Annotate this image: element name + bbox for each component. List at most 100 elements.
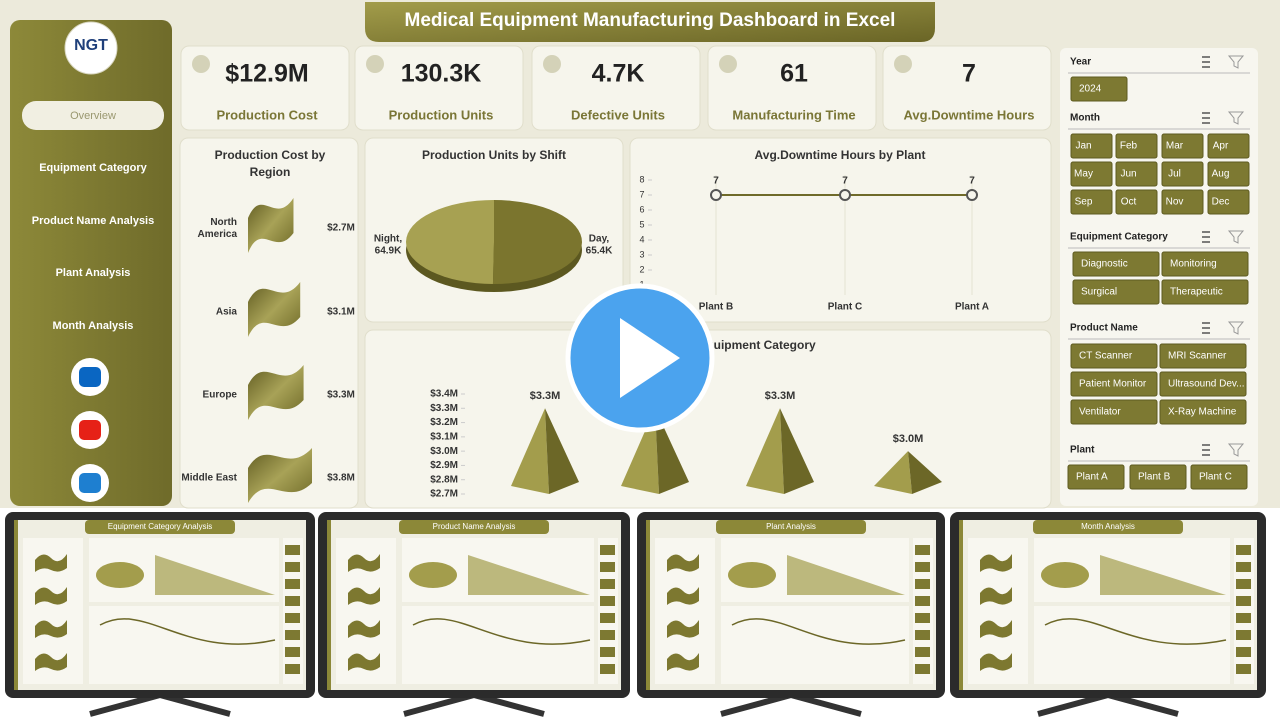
slicer-item: May bbox=[1074, 169, 1093, 180]
slicer-button[interactable] bbox=[1070, 133, 1113, 159]
kpi-icon bbox=[192, 55, 210, 73]
thumb-panel bbox=[402, 606, 594, 684]
thumb-panel bbox=[721, 606, 909, 684]
slicer-button[interactable] bbox=[1159, 371, 1247, 397]
panel bbox=[629, 137, 1052, 323]
filter-icon[interactable] bbox=[1202, 231, 1210, 243]
slicer-button[interactable] bbox=[1161, 189, 1204, 215]
slicer-item: Monitoring bbox=[1170, 259, 1217, 270]
y-tick-label: $2.8M bbox=[430, 474, 458, 485]
slicer-button[interactable] bbox=[1070, 189, 1113, 215]
dashboard-title: Medical Equipment Manufacturing Dashboar… bbox=[405, 10, 896, 31]
slicer-button[interactable] bbox=[1070, 76, 1128, 102]
slicer-button[interactable] bbox=[1161, 279, 1249, 305]
filter-icon[interactable] bbox=[1202, 112, 1210, 124]
slicer-item: Dec bbox=[1212, 197, 1230, 208]
slicer-button[interactable] bbox=[1072, 251, 1160, 277]
slicer-button[interactable] bbox=[1161, 133, 1204, 159]
pie-label: Day, bbox=[589, 234, 610, 245]
thumb-slicer-button bbox=[1236, 613, 1251, 623]
slicer-button[interactable] bbox=[1161, 251, 1249, 277]
thumb-slicer-button bbox=[600, 647, 615, 657]
nav-active[interactable] bbox=[22, 101, 164, 130]
value-label: $3.3M bbox=[327, 390, 355, 401]
slicer-button[interactable] bbox=[1159, 343, 1247, 369]
slicer-button[interactable] bbox=[1070, 161, 1113, 187]
thumb-slicer-button bbox=[600, 630, 615, 640]
slicer-item: Sep bbox=[1075, 197, 1093, 208]
monitor-stand bbox=[720, 692, 862, 717]
thumb-slicer-button bbox=[285, 613, 300, 623]
clear-filter-icon[interactable] bbox=[1227, 55, 1245, 69]
thumb-slicer-button bbox=[285, 630, 300, 640]
social-glyph bbox=[79, 367, 101, 387]
thumb-pie bbox=[728, 562, 776, 588]
clear-filter-icon[interactable] bbox=[1227, 443, 1245, 457]
slicer-button[interactable] bbox=[1067, 464, 1125, 490]
slicer-button[interactable] bbox=[1072, 279, 1160, 305]
value-label: 7 bbox=[842, 176, 848, 187]
line-point bbox=[966, 189, 978, 201]
thumb-slicers bbox=[1234, 538, 1254, 684]
thumb-area bbox=[787, 555, 905, 595]
thumb-title: Product Name Analysis bbox=[433, 522, 516, 531]
thumb-area bbox=[155, 555, 275, 595]
flag-bar bbox=[248, 365, 304, 420]
thumb-line bbox=[1044, 618, 1227, 645]
thumb-slicer-button bbox=[915, 596, 930, 606]
slicer-button[interactable] bbox=[1207, 133, 1250, 159]
x-tick-label: Plant C bbox=[828, 302, 862, 313]
filter-icon[interactable] bbox=[1202, 322, 1210, 334]
slicer-button[interactable] bbox=[1190, 464, 1248, 490]
slicer-button[interactable] bbox=[1159, 399, 1247, 425]
value-label: $3.3M bbox=[530, 390, 561, 402]
slicer-button[interactable] bbox=[1207, 189, 1250, 215]
thumb-sidebar bbox=[646, 520, 650, 690]
pyramid-face bbox=[908, 451, 942, 494]
y-tick-label: $3.1M bbox=[430, 431, 458, 442]
slicer-button[interactable] bbox=[1207, 161, 1250, 187]
slicer-button[interactable] bbox=[1161, 161, 1204, 187]
thumb-flag bbox=[980, 587, 1012, 605]
thumb-pie bbox=[1041, 562, 1089, 588]
value-label: $2.7M bbox=[327, 223, 355, 234]
slicer-button[interactable] bbox=[1070, 371, 1158, 397]
clear-filter-icon[interactable] bbox=[1227, 230, 1245, 244]
play-icon bbox=[620, 318, 680, 398]
thumb-slicer-button bbox=[285, 579, 300, 589]
slicer-title: Month bbox=[1070, 113, 1100, 124]
thumb-sidebar bbox=[14, 520, 18, 690]
y-tick-label: $3.4M bbox=[430, 389, 458, 400]
slicer-item: Patient Monitor bbox=[1079, 379, 1147, 390]
category-label: North America bbox=[198, 217, 238, 240]
slicer-button[interactable] bbox=[1115, 133, 1158, 159]
pyramid-face bbox=[746, 408, 784, 494]
y-tick-label: 4 bbox=[639, 234, 644, 244]
logo-text: NGT bbox=[74, 37, 108, 54]
title-banner bbox=[365, 2, 935, 42]
slicer-button[interactable] bbox=[1070, 343, 1158, 369]
logo bbox=[64, 21, 118, 75]
slicer-button[interactable] bbox=[1129, 464, 1187, 490]
thumb-slicer-button bbox=[915, 562, 930, 572]
slicer-button[interactable] bbox=[1115, 161, 1158, 187]
thumb-slicer-button bbox=[1236, 647, 1251, 657]
x-tick-label: Plant A bbox=[955, 302, 989, 313]
thumb-slicer-button bbox=[285, 596, 300, 606]
kpi-value: 4.7K bbox=[592, 60, 645, 88]
clear-filter-icon[interactable] bbox=[1227, 111, 1245, 125]
social-glyph bbox=[79, 473, 101, 493]
thumb-flag bbox=[980, 620, 1012, 638]
clear-filter-icon[interactable] bbox=[1227, 321, 1245, 335]
filter-icon[interactable] bbox=[1202, 56, 1210, 68]
thumb-slicer-button bbox=[1236, 596, 1251, 606]
filter-icon[interactable] bbox=[1202, 444, 1210, 456]
thumb-slicer-button bbox=[285, 562, 300, 572]
thumb-slicer-button bbox=[1236, 562, 1251, 572]
slicer-button[interactable] bbox=[1115, 189, 1158, 215]
pyramid-face bbox=[655, 408, 689, 494]
slicer-button[interactable] bbox=[1070, 399, 1158, 425]
thumb-line bbox=[99, 618, 276, 645]
category-label: Middle East bbox=[181, 473, 237, 484]
